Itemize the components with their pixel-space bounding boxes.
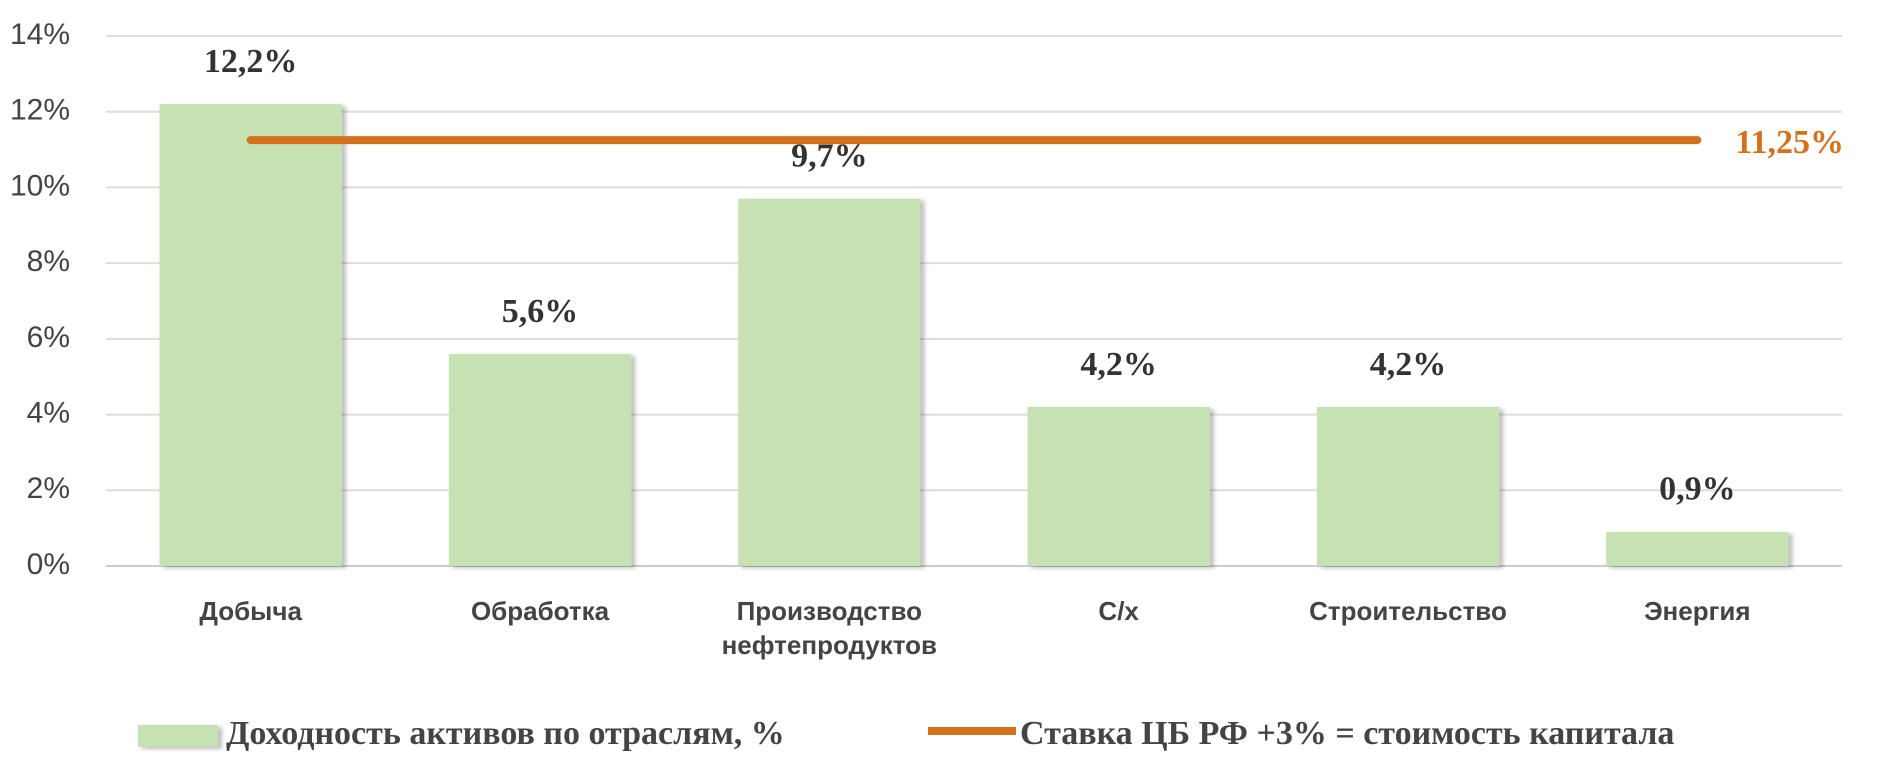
bar [448,354,632,566]
y-tick-label: 8% [27,245,70,278]
value-label: 12,2% [204,43,298,80]
bar [1606,531,1789,566]
value-label: 11,25% [1735,124,1844,161]
y-tick-label: 14% [10,18,70,51]
bar [1027,407,1210,566]
x-tick-label: Производство нефтепродуктов [721,596,938,660]
x-tick-label: Строительство [1309,596,1507,626]
y-tick-label: 0% [27,548,70,581]
bar [159,104,342,567]
value-label: 4,2% [1080,346,1157,383]
y-tick-label: 10% [10,169,70,202]
legend-label: Ставка ЦБ РФ +3% = стоимость капитала [1020,715,1674,752]
x-tick-label: С/х [1098,596,1139,626]
legend-label: Доходность активов по отраслям, % [226,715,785,752]
y-tick-label: 12% [10,94,70,127]
legend-swatch [138,725,218,747]
bar [1316,407,1500,566]
x-tick-label: Обработка [470,596,610,626]
value-label: 0,9% [1659,471,1736,508]
value-label: 5,6% [502,293,579,330]
x-tick-label: Энергия [1644,596,1751,626]
y-tick-label: 6% [27,321,70,354]
x-tick-label: Добыча [199,596,302,626]
y-tick-label: 4% [27,396,70,429]
bar [738,198,921,567]
y-tick-label: 2% [27,472,70,505]
value-label: 4,2% [1370,346,1447,383]
